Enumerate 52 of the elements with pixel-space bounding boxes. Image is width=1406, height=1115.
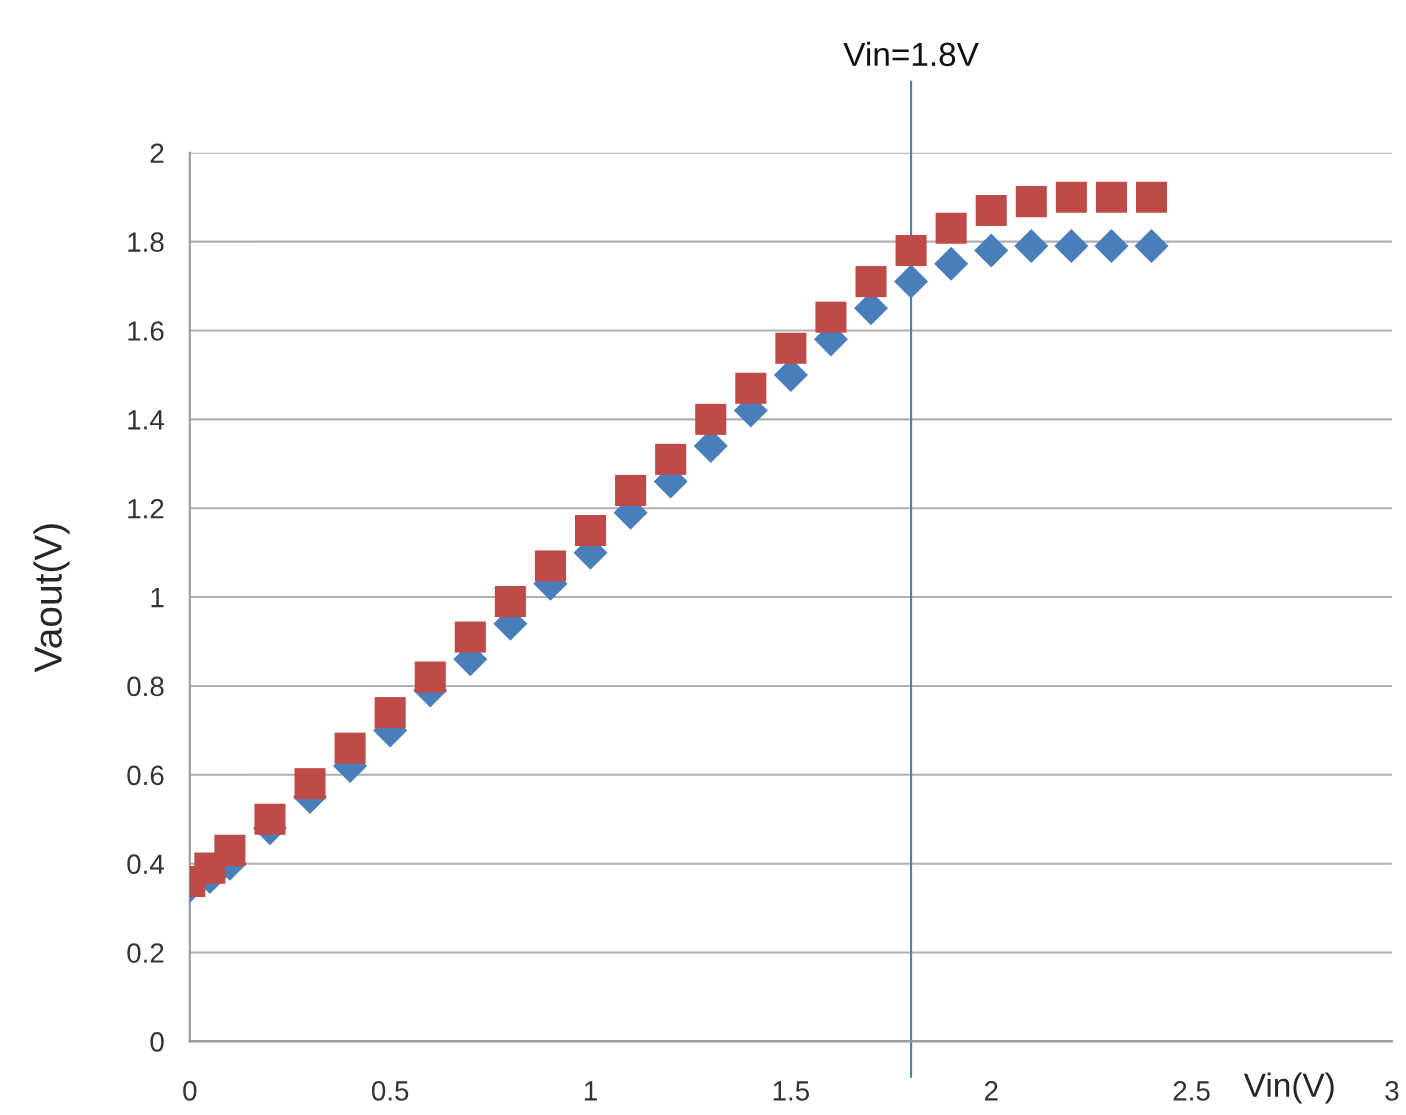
- point: [534, 550, 566, 582]
- point: [1054, 229, 1089, 264]
- y-axis-title: Vaout(V): [33, 524, 70, 673]
- x-tick-label: 0.5: [371, 1081, 409, 1101]
- point: [894, 264, 929, 299]
- point: [574, 514, 607, 546]
- point: [935, 212, 967, 244]
- x-tick-label: 1: [584, 1081, 597, 1101]
- y-tick-label: 0: [150, 1032, 164, 1052]
- x-axis-title: Vin(V): [1243, 1072, 1334, 1104]
- point: [1095, 181, 1127, 213]
- x-tick-label: 3: [1385, 1081, 1399, 1101]
- x-tick-label: 2.5: [1173, 1081, 1210, 1101]
- y-tick-label: 1.2: [128, 498, 164, 519]
- y-tick-label: 1: [151, 588, 164, 608]
- point: [934, 246, 969, 281]
- point: [454, 621, 486, 653]
- y-tick-label: 0.4: [127, 854, 164, 875]
- point: [214, 834, 246, 866]
- point: [1055, 181, 1087, 213]
- ref-line-label: Vin=1.8V: [843, 41, 979, 67]
- y-tick-label: 1.6: [128, 321, 164, 341]
- y-tick-label: 0.2: [127, 943, 164, 963]
- point: [294, 768, 326, 800]
- point: [334, 732, 366, 764]
- point: [855, 266, 887, 298]
- x-tick-label: 0: [183, 1081, 197, 1101]
- point: [254, 803, 286, 835]
- point: [1014, 229, 1049, 264]
- point: [615, 474, 647, 506]
- point: [735, 372, 767, 404]
- y-tick-label: 0.8: [127, 676, 164, 697]
- point: [895, 234, 927, 267]
- y-tick-label: 0.6: [127, 765, 164, 786]
- point: [655, 443, 687, 475]
- x-tick-label: 1.5: [773, 1081, 810, 1101]
- x-tick-label: 2: [984, 1081, 998, 1101]
- point: [975, 194, 1007, 227]
- point: [815, 301, 847, 333]
- y-tick-label: 1.8: [128, 232, 164, 252]
- y-tick-label: 1.4: [128, 410, 164, 430]
- y-tick-label: 2: [150, 143, 164, 163]
- point: [374, 697, 406, 729]
- point: [414, 661, 446, 693]
- point: [1135, 181, 1168, 213]
- point: [695, 403, 727, 435]
- point: [1015, 186, 1047, 218]
- point: [775, 332, 807, 364]
- point: [974, 233, 1009, 268]
- point: [1134, 229, 1169, 264]
- point: [494, 586, 526, 618]
- point: [1094, 229, 1129, 264]
